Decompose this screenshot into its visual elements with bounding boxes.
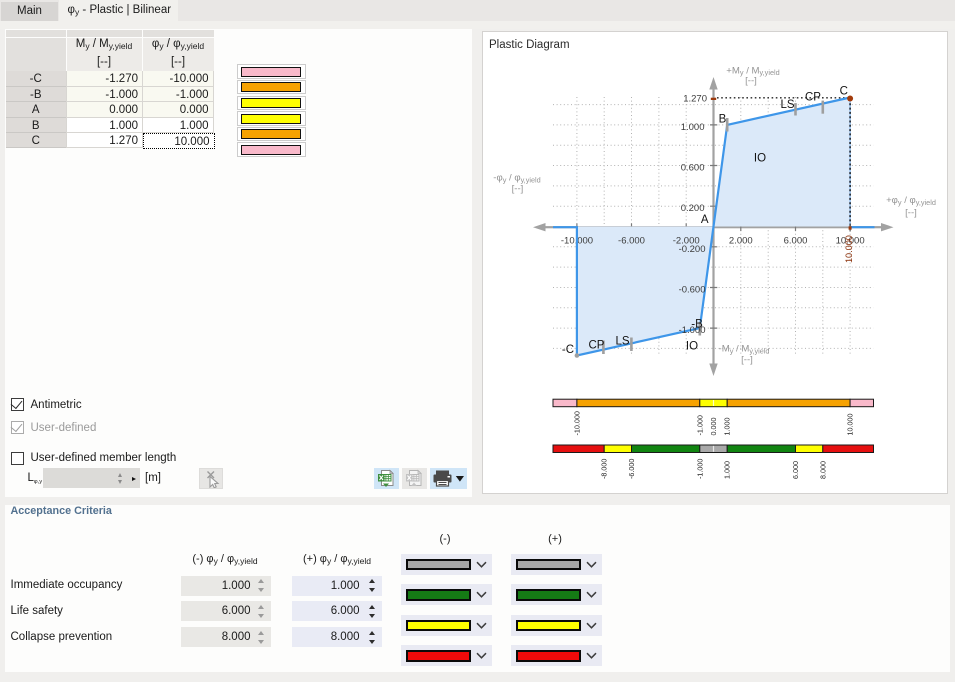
svg-text:IO: IO [686, 341, 698, 353]
svg-text:0.600: 0.600 [681, 163, 705, 174]
svg-text:C: C [840, 85, 848, 97]
svg-text:IO: IO [754, 153, 766, 165]
svg-text:CP: CP [589, 340, 605, 352]
svg-text:-C: -C [562, 344, 574, 356]
svg-text:6.000: 6.000 [791, 461, 800, 479]
svg-text:10.000: 10.000 [844, 235, 854, 263]
svg-text:-1.000: -1.000 [679, 325, 706, 336]
svg-text:CP: CP [805, 92, 821, 104]
svg-text:+φy / φy,yield: +φy / φy,yield [886, 195, 936, 207]
svg-text:LS: LS [615, 336, 629, 348]
svg-text:-1.000: -1.000 [695, 459, 704, 479]
svg-text:[--]: [--] [905, 208, 917, 219]
svg-text:10.000: 10.000 [836, 236, 865, 247]
svg-text:-0.600: -0.600 [679, 284, 706, 295]
svg-text:-My / My,yield: -My / My,yield [719, 344, 770, 356]
svg-text:2.000: 2.000 [729, 236, 753, 247]
svg-text:0.200: 0.200 [681, 203, 705, 214]
svg-text:-0.200: -0.200 [679, 244, 706, 255]
svg-text:[--]: [--] [741, 355, 753, 366]
svg-text:-8.000: -8.000 [600, 459, 609, 479]
svg-text:1.270: 1.270 [683, 93, 707, 104]
svg-text:10.000: 10.000 [846, 414, 855, 436]
svg-text:LS: LS [780, 99, 794, 111]
svg-text:1.000: 1.000 [723, 418, 732, 436]
svg-text:0.000: 0.000 [709, 418, 718, 436]
svg-text:1.000: 1.000 [723, 461, 732, 479]
svg-text:-1.000: -1.000 [695, 415, 704, 435]
svg-text:-B: -B [691, 319, 703, 331]
svg-text:6.000: 6.000 [784, 236, 808, 247]
svg-text:-10.000: -10.000 [573, 411, 582, 435]
svg-text:[--]: [--] [745, 76, 757, 87]
svg-text:+My / My,yield: +My / My,yield [726, 65, 779, 77]
svg-text:[--]: [--] [512, 183, 524, 194]
svg-text:-6.000: -6.000 [627, 459, 636, 479]
svg-text:-φy / φy,yield: -φy / φy,yield [493, 173, 540, 185]
svg-text:-6.000: -6.000 [618, 236, 645, 247]
svg-text:8.000: 8.000 [818, 461, 827, 479]
svg-text:1.000: 1.000 [681, 122, 705, 133]
svg-text:-2.000: -2.000 [673, 236, 700, 247]
svg-text:A: A [701, 214, 709, 226]
svg-text:B: B [719, 114, 727, 126]
